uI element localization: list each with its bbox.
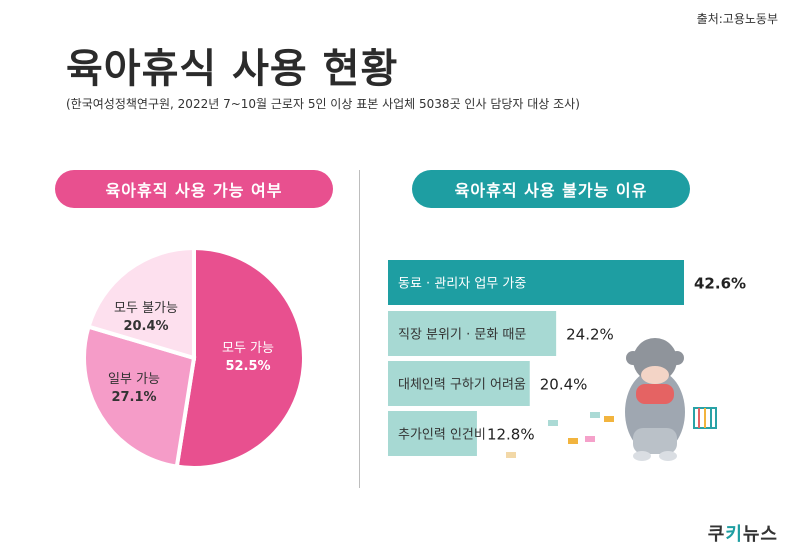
logo-part-1: 쿠 (707, 524, 726, 545)
bar-category-label-3: 추가인력 인건비 (398, 428, 486, 443)
bar-category-label-2: 대체인력 구하기 어려움 (398, 378, 526, 393)
pie-slice-value-1: 27.1% (111, 390, 156, 405)
logo: 쿠키뉴스 (708, 520, 778, 546)
source-label: 출처:고용노동부 (696, 12, 778, 26)
bar-category-label-0: 동료 · 관리자 업무 가중 (398, 277, 526, 292)
child-illustration (506, 338, 717, 461)
bar-category-label-1: 직장 분위기 · 문화 때문 (398, 328, 526, 343)
pie-slice-value-2: 20.4% (123, 319, 168, 334)
pie-slice-label-2: 모두 불가능 (114, 301, 178, 316)
pie-slice-label-0: 모두 가능 (222, 341, 274, 356)
pie-slice-label-1: 일부 가능 (108, 372, 160, 387)
bar-value-label-3: 12.8% (487, 426, 535, 444)
bar-value-label-1: 24.2% (566, 326, 614, 344)
bar-value-label-0: 42.6% (694, 275, 746, 293)
bar-3 (388, 411, 477, 456)
bar-value-label-2: 20.4% (540, 376, 588, 394)
logo-part-3: 뉴스 (742, 524, 778, 545)
pie-slice-1 (82, 324, 197, 469)
bar-2 (388, 361, 530, 406)
pie-slice-2 (86, 245, 196, 361)
page-title: 육아휴식 사용 현황 (66, 46, 399, 92)
divider (359, 170, 360, 488)
bar-0 (388, 260, 684, 305)
bar-chart-title: 육아휴직 사용 불가능 이유 (412, 170, 690, 208)
pie-chart-title: 육아휴직 사용 가능 여부 (55, 170, 333, 208)
pie-slice-value-0: 52.5% (225, 359, 270, 374)
pie-slice-0 (174, 245, 306, 470)
logo-part-2: 키 (725, 524, 743, 545)
bar-1 (388, 311, 557, 356)
page-subtitle: (한국여성정책연구원, 2022년 7~10월 근로자 5인 이상 표본 사업체… (66, 97, 580, 111)
